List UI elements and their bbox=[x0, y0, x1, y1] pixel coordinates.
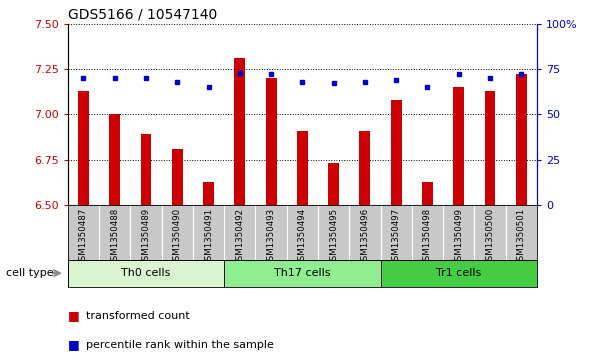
Text: GSM1350495: GSM1350495 bbox=[329, 208, 338, 266]
Text: GSM1350493: GSM1350493 bbox=[267, 208, 276, 266]
Bar bbox=[224, 260, 381, 287]
Text: GDS5166 / 10547140: GDS5166 / 10547140 bbox=[68, 7, 217, 21]
Bar bbox=[516, 74, 527, 205]
Text: GSM1350499: GSM1350499 bbox=[454, 208, 463, 266]
Text: GSM1350494: GSM1350494 bbox=[298, 208, 307, 266]
Text: GSM1350496: GSM1350496 bbox=[360, 208, 369, 266]
Bar bbox=[203, 182, 214, 205]
Bar bbox=[234, 58, 245, 205]
Text: GSM1350491: GSM1350491 bbox=[204, 208, 213, 266]
Bar bbox=[172, 149, 183, 205]
Bar bbox=[109, 114, 120, 205]
Bar bbox=[328, 163, 339, 205]
Bar bbox=[78, 91, 89, 205]
Text: GSM1350490: GSM1350490 bbox=[173, 208, 182, 266]
Bar bbox=[266, 78, 277, 205]
Text: ■: ■ bbox=[68, 338, 80, 351]
Text: GSM1350487: GSM1350487 bbox=[79, 208, 88, 266]
Bar bbox=[422, 182, 433, 205]
Text: GSM1350501: GSM1350501 bbox=[517, 208, 526, 266]
Text: Tr1 cells: Tr1 cells bbox=[436, 268, 481, 278]
Bar bbox=[359, 131, 371, 205]
Bar bbox=[140, 134, 152, 205]
Text: GSM1350500: GSM1350500 bbox=[486, 208, 494, 266]
Text: GSM1350489: GSM1350489 bbox=[142, 208, 150, 266]
Text: Th0 cells: Th0 cells bbox=[122, 268, 171, 278]
Bar bbox=[297, 131, 308, 205]
Text: ■: ■ bbox=[68, 309, 80, 322]
Text: GSM1350488: GSM1350488 bbox=[110, 208, 119, 266]
Text: GSM1350492: GSM1350492 bbox=[235, 208, 244, 266]
Text: GSM1350498: GSM1350498 bbox=[423, 208, 432, 266]
Bar bbox=[484, 91, 496, 205]
Text: percentile rank within the sample: percentile rank within the sample bbox=[86, 340, 273, 350]
Text: GSM1350497: GSM1350497 bbox=[392, 208, 401, 266]
Text: transformed count: transformed count bbox=[86, 311, 189, 321]
Bar bbox=[68, 260, 224, 287]
Bar bbox=[391, 100, 402, 205]
Text: cell type: cell type bbox=[6, 268, 54, 278]
Text: Th17 cells: Th17 cells bbox=[274, 268, 330, 278]
Bar bbox=[453, 87, 464, 205]
Bar bbox=[381, 260, 537, 287]
